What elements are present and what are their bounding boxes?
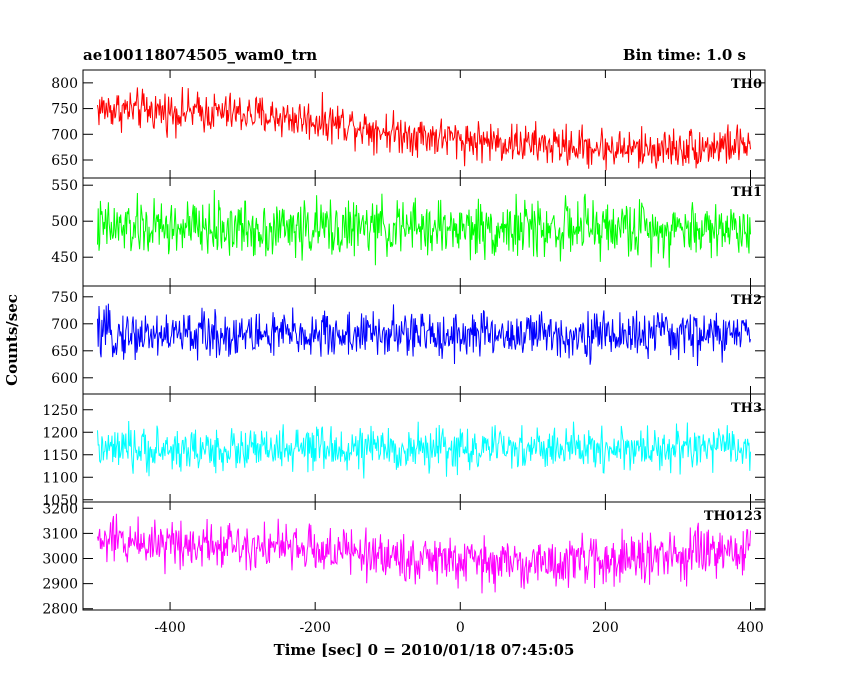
y-tick-label: 2800: [42, 602, 78, 618]
panel-label-th0: TH0: [731, 77, 762, 92]
panel-label-th0123: TH0123: [704, 509, 762, 524]
y-tick-label: 3000: [42, 552, 78, 568]
bin-time-label: Bin time: 1.0 s: [623, 46, 746, 64]
x-axis-title: Time [sec] 0 = 2010/01/18 07:45:05: [274, 641, 575, 659]
panel-frame-th0: [82, 69, 766, 179]
y-tick-label: 800: [51, 76, 78, 92]
y-tick-label: 1250: [42, 403, 78, 419]
y-tick-label: 3200: [42, 501, 78, 517]
y-tick-label: 500: [51, 214, 78, 230]
y-tick-label: 1050: [42, 493, 78, 509]
y-tick-label: 2900: [42, 577, 78, 593]
y-tick-label: 1200: [42, 425, 78, 441]
x-tick-label: 200: [592, 620, 619, 636]
x-tick-label: 400: [737, 620, 764, 636]
y-tick-label: 550: [51, 178, 78, 194]
panel-frame-th2: [82, 285, 766, 395]
y-axis-title: Counts/sec: [3, 294, 21, 386]
panel-label-th3: TH3: [731, 401, 762, 416]
x-tick-label: 0: [456, 620, 465, 636]
panels-group: 650 700 750 800 TH0 450 500 550 TH1 600 650 700 750 T…: [42, 69, 766, 636]
y-tick-label: 600: [51, 371, 78, 387]
y-tick-label: 750: [51, 290, 78, 306]
y-tick-label: 1100: [42, 470, 78, 486]
y-tick-label: 650: [51, 344, 78, 360]
series-line-th0: [97, 86, 751, 171]
series-line-th0123: [97, 513, 751, 594]
panel-frame-th0123: [82, 501, 766, 611]
y-tick-label: 700: [51, 127, 78, 143]
y-tick-label: 3100: [42, 526, 78, 542]
series-line-th3: [97, 420, 751, 479]
panel-label-th1: TH1: [731, 185, 762, 200]
y-tick-label: 650: [51, 153, 78, 169]
series-line-th1: [97, 189, 751, 268]
y-tick-label: 750: [51, 102, 78, 118]
x-tick-label: -200: [299, 620, 330, 636]
panel-label-th2: TH2: [731, 293, 762, 308]
chart-title: ae100118074505_wam0_trn: [83, 46, 317, 64]
y-tick-label: 450: [51, 250, 78, 266]
series-line-th2: [97, 303, 751, 367]
y-tick-label: 700: [51, 317, 78, 333]
y-tick-label: 1150: [42, 448, 78, 464]
x-tick-label: -400: [154, 620, 185, 636]
